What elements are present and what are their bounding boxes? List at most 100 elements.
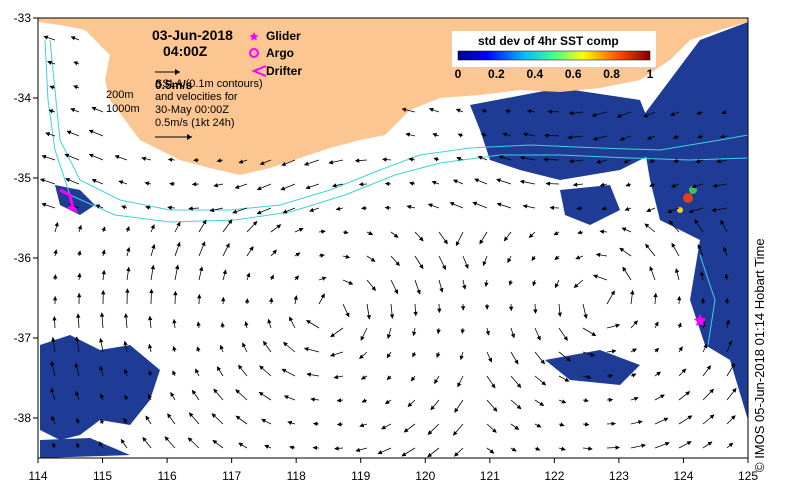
velocity-arrow-head <box>687 415 693 420</box>
x-tick-label: 118 <box>287 469 306 483</box>
velocity-arrow-head <box>148 393 152 399</box>
velocity-arrow-head <box>125 288 130 293</box>
velocity-arrow-head <box>377 450 383 455</box>
velocity-arrow-head <box>573 283 579 288</box>
velocity-arrow-head <box>681 368 687 374</box>
velocity-arrow-head <box>91 178 97 183</box>
velocity-arrow-head <box>126 266 131 272</box>
velocity-arrow-head <box>123 340 128 346</box>
velocity-arrow-head <box>91 106 97 111</box>
sst-patch-east <box>640 22 748 420</box>
velocity-arrow-head <box>283 395 289 400</box>
velocity-arrow-head <box>619 247 625 253</box>
velocity-arrow-head <box>623 159 629 164</box>
velocity-arrow-head <box>437 308 442 314</box>
velocity-arrow-head <box>294 275 300 281</box>
velocity-arrow-head <box>536 335 541 341</box>
velocity-arrow-head <box>170 391 175 397</box>
velocity-arrow-head <box>54 221 59 227</box>
velocity-arrow-head <box>677 322 682 328</box>
velocity-arrow-head <box>148 315 153 321</box>
velocity-arrow-head <box>674 268 680 274</box>
velocity-arrow-head <box>586 374 592 380</box>
velocity-arrow-head <box>65 178 71 183</box>
velocity-arrow-head <box>685 391 691 396</box>
argo-legend-icon <box>249 48 259 58</box>
velocity-arrow-head <box>386 334 392 339</box>
credit-text: © IMOS 05-Jun-2018 01:14 Hobart Time <box>752 238 767 472</box>
velocity-arrow-head <box>123 368 129 374</box>
velocity-arrow-head <box>50 387 55 393</box>
contour-east <box>699 254 716 346</box>
velocity-arrow-head <box>712 183 718 188</box>
velocity-arrow-head <box>197 293 202 299</box>
velocity-arrow-head <box>480 133 486 138</box>
x-tick-label: 121 <box>480 469 500 483</box>
velocity-arrow-head <box>577 230 583 235</box>
velocity-arrow-head <box>608 397 614 403</box>
velocity-arrow-head <box>53 249 58 254</box>
velocity-arrow-head <box>496 202 502 207</box>
velocity-arrow-head <box>151 243 156 249</box>
velocity-arrow-head <box>295 252 301 257</box>
velocity-arrow-head <box>694 218 699 224</box>
velocity-arrow-head <box>167 205 172 210</box>
velocity-arrow-head <box>98 441 103 447</box>
velocity-arrow-head <box>549 205 555 210</box>
date-title: 03-Jun-2018 <box>152 27 233 43</box>
x-tick-label: 119 <box>351 469 370 483</box>
velocity-arrow-head <box>283 341 288 347</box>
velocity-arrow-head <box>630 289 635 295</box>
velocity-note-line1: SSLA (0.1m contours) <box>155 78 263 90</box>
velocity-arrow-head <box>457 133 463 138</box>
velocity-arrow-head <box>386 353 391 359</box>
velocity-arrow-head <box>649 182 655 187</box>
velocity-arrow-head <box>568 111 574 116</box>
velocity-arrow-head <box>101 289 106 295</box>
velocity-arrow-head <box>100 393 105 399</box>
velocity-arrow-head <box>663 417 669 422</box>
velocity-arrow-head <box>118 180 124 185</box>
velocity-arrow-head <box>306 372 312 377</box>
velocity-arrow-head <box>331 183 337 188</box>
velocity-arrow-head <box>53 274 58 279</box>
velocity-arrow-head <box>242 342 247 348</box>
sst-hotspot <box>683 193 693 203</box>
velocity-arrow-head <box>484 305 490 310</box>
velocity-arrow-head <box>361 398 367 403</box>
velocity-arrow-head <box>568 159 574 164</box>
velocity-arrow-head <box>492 406 498 412</box>
velocity-arrow-head <box>293 295 298 300</box>
velocity-arrow-head <box>100 418 105 424</box>
velocity-arrow-head <box>406 204 412 210</box>
velocity-arrow-head <box>460 306 466 311</box>
velocity-arrow-head <box>516 383 522 389</box>
velocity-arrow-head <box>77 224 82 230</box>
velocity-arrow-head <box>536 423 542 428</box>
velocity-arrow-head <box>196 346 201 352</box>
velocity-arrow-head <box>169 181 174 187</box>
legend-drifter-label: Drifter <box>266 64 302 78</box>
velocity-note-line4: 0.5m/s (1kt 24h) <box>155 117 234 129</box>
velocity-arrow-head <box>592 136 598 141</box>
velocity-arrow-head <box>439 287 444 293</box>
velocity-arrow-head <box>677 295 682 301</box>
velocity-arrow-head <box>384 181 390 186</box>
velocity-arrow-head <box>191 182 197 187</box>
glider-marker <box>694 314 706 326</box>
velocity-arrow-head <box>649 266 654 272</box>
x-tick-label: 116 <box>158 469 177 483</box>
velocity-note-line3: 30-May 00:00Z <box>155 104 229 116</box>
velocity-arrow-head <box>249 246 254 251</box>
velocity-arrow-head <box>724 273 729 279</box>
velocity-arrow-head <box>644 223 650 228</box>
velocity-arrow-head <box>287 420 293 426</box>
velocity-arrow-head <box>360 375 366 380</box>
sst-patch-southwest-2 <box>40 438 130 458</box>
velocity-arrow-head <box>460 329 465 335</box>
x-tick-label: 120 <box>415 469 435 483</box>
velocity-arrow-head <box>321 229 326 234</box>
velocity-arrow-head <box>256 210 262 215</box>
velocity-arrow-head <box>384 205 390 210</box>
